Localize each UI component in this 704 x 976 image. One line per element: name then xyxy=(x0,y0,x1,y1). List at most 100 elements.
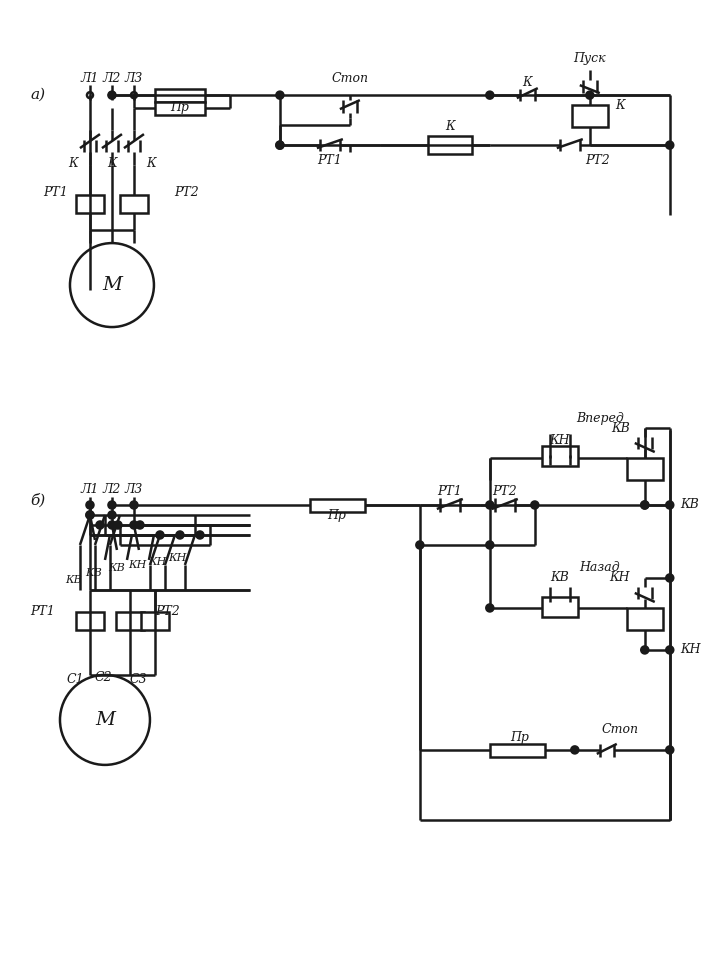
Circle shape xyxy=(87,511,94,518)
Circle shape xyxy=(156,532,163,539)
Circle shape xyxy=(109,92,115,99)
Bar xyxy=(428,136,472,154)
Bar xyxy=(542,597,578,617)
Bar xyxy=(120,195,148,213)
Circle shape xyxy=(666,747,673,753)
Circle shape xyxy=(60,675,150,765)
Bar xyxy=(542,446,578,466)
Text: КВ: КВ xyxy=(611,422,630,434)
Text: М: М xyxy=(95,711,115,729)
Text: Л1: Л1 xyxy=(81,71,99,85)
Circle shape xyxy=(666,575,673,582)
Text: КВ: КВ xyxy=(65,575,82,585)
Text: КН: КН xyxy=(128,560,146,570)
Circle shape xyxy=(87,511,94,518)
Circle shape xyxy=(137,521,144,528)
Text: Л3: Л3 xyxy=(125,483,143,497)
Text: РТ1: РТ1 xyxy=(318,153,342,167)
Circle shape xyxy=(177,532,184,539)
Circle shape xyxy=(108,521,115,528)
Circle shape xyxy=(108,92,115,99)
Circle shape xyxy=(130,502,137,508)
Bar xyxy=(116,612,144,630)
Circle shape xyxy=(115,521,122,528)
Circle shape xyxy=(96,521,103,528)
Text: С3: С3 xyxy=(129,673,146,686)
Text: К: К xyxy=(445,120,455,133)
Text: К: К xyxy=(522,76,532,89)
Circle shape xyxy=(666,646,673,654)
Circle shape xyxy=(641,502,648,508)
Circle shape xyxy=(70,243,154,327)
Circle shape xyxy=(486,604,494,611)
Text: РТ2: РТ2 xyxy=(585,153,610,167)
Text: Назад: Назад xyxy=(579,561,620,575)
Circle shape xyxy=(108,511,115,518)
Text: КВ: КВ xyxy=(85,568,101,578)
Text: Пуск: Пуск xyxy=(574,52,606,64)
Text: РТ1: РТ1 xyxy=(437,485,463,499)
Text: а): а) xyxy=(30,88,45,102)
Text: КН: КН xyxy=(168,553,187,563)
Circle shape xyxy=(277,142,284,148)
Text: К: К xyxy=(107,156,117,170)
Circle shape xyxy=(666,502,673,508)
Text: РТ2: РТ2 xyxy=(492,485,517,499)
Bar xyxy=(76,195,104,213)
Circle shape xyxy=(87,92,93,99)
Circle shape xyxy=(277,92,284,99)
Circle shape xyxy=(486,92,494,99)
Bar xyxy=(572,105,608,127)
Text: К: К xyxy=(615,99,624,111)
Circle shape xyxy=(277,142,284,148)
Text: КН: КН xyxy=(148,557,166,567)
Circle shape xyxy=(641,502,648,508)
Bar xyxy=(627,458,662,480)
Bar xyxy=(155,102,205,115)
Text: К: К xyxy=(68,156,78,170)
Text: КН: КН xyxy=(550,433,570,446)
Circle shape xyxy=(196,532,203,539)
Bar xyxy=(490,744,545,757)
Circle shape xyxy=(641,646,648,654)
Text: РТ2: РТ2 xyxy=(174,185,199,198)
Bar xyxy=(141,612,169,630)
Text: С1: С1 xyxy=(66,673,84,686)
Text: К: К xyxy=(146,156,156,170)
Text: Л3: Л3 xyxy=(125,71,143,85)
Text: Пр: Пр xyxy=(327,509,346,522)
Text: Стоп: Стоп xyxy=(332,71,368,85)
Text: Л2: Л2 xyxy=(103,71,121,85)
Text: Пр: Пр xyxy=(510,731,529,745)
Bar xyxy=(155,89,205,102)
Text: КВ: КВ xyxy=(551,572,569,585)
Text: Вперед: Вперед xyxy=(576,412,624,425)
Text: Пр: Пр xyxy=(170,101,189,113)
Text: КН: КН xyxy=(609,572,630,585)
Text: КВ: КВ xyxy=(680,499,698,511)
Circle shape xyxy=(131,92,137,99)
Bar xyxy=(310,499,365,512)
Text: РТ2: РТ2 xyxy=(155,605,180,619)
Circle shape xyxy=(87,502,94,508)
Text: Стоп: Стоп xyxy=(601,723,639,737)
Circle shape xyxy=(108,502,115,508)
Text: М: М xyxy=(102,276,122,294)
Text: РТ1: РТ1 xyxy=(30,605,55,619)
Circle shape xyxy=(666,142,673,148)
Text: Л2: Л2 xyxy=(103,483,121,497)
Text: КВ: КВ xyxy=(108,563,125,573)
Text: РТ1: РТ1 xyxy=(43,185,68,198)
Text: Л1: Л1 xyxy=(81,483,99,497)
Bar xyxy=(76,612,104,630)
Circle shape xyxy=(586,92,593,99)
Circle shape xyxy=(486,542,494,549)
Circle shape xyxy=(571,747,578,753)
Circle shape xyxy=(130,521,137,528)
Bar xyxy=(627,608,662,630)
Text: С2: С2 xyxy=(94,671,112,684)
Text: КН: КН xyxy=(680,643,700,657)
Circle shape xyxy=(416,542,423,549)
Text: б): б) xyxy=(30,493,45,508)
Circle shape xyxy=(486,502,494,508)
